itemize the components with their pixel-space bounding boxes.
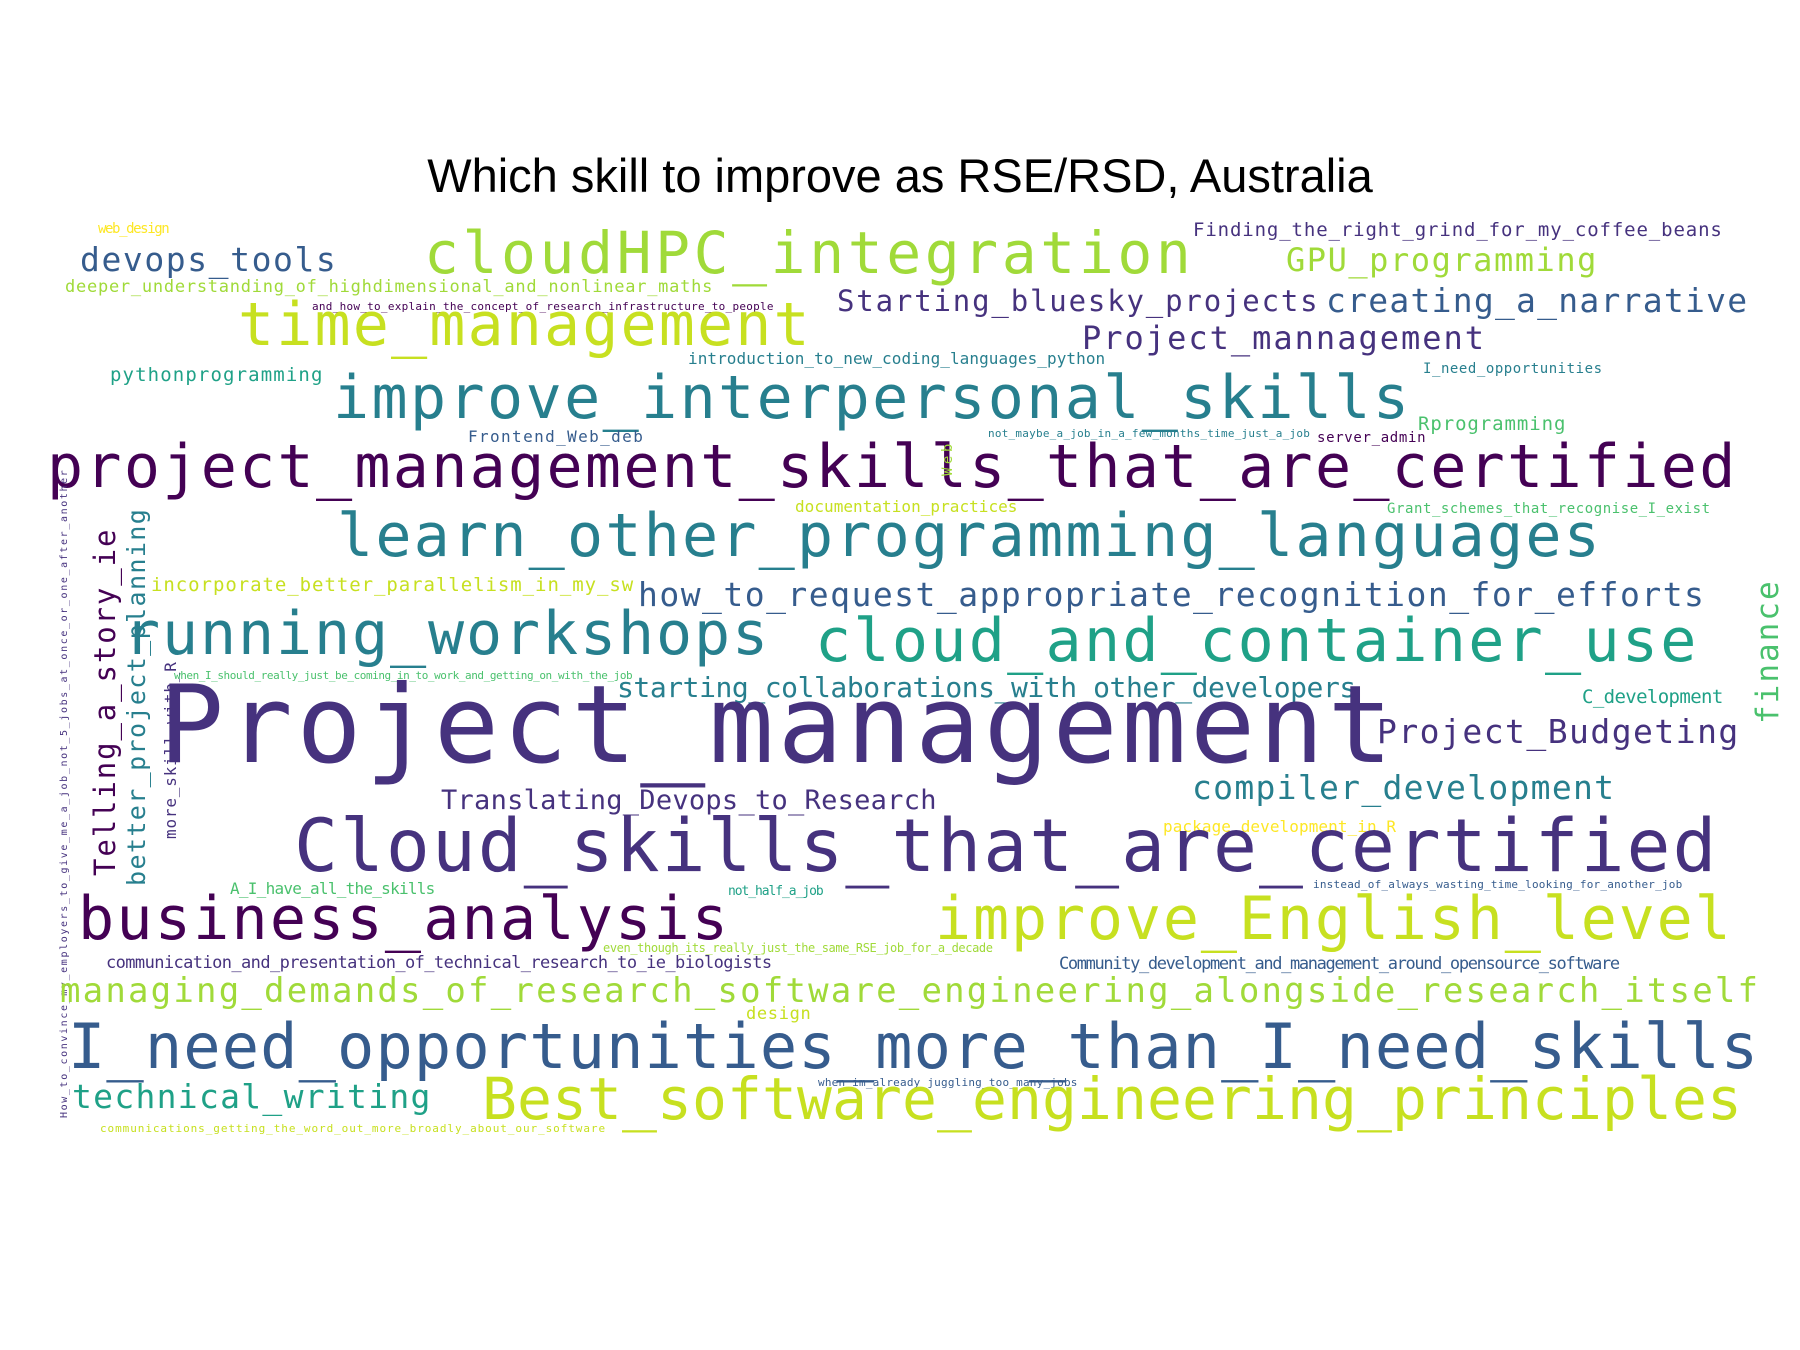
word: project_management_skills_that_are_certi… [47,432,1738,502]
word: Project_Budgeting [1377,712,1740,751]
word: instead_of_always_wasting_time_looking_f… [1313,878,1683,891]
word: compiler_development [1192,768,1616,807]
word: when_im_already_juggling_too_many_jobs [818,1076,1078,1089]
word: server_admin [1317,430,1427,446]
word: Project_mannagement [1082,319,1487,357]
word: when_I_should_really_just_be_coming_in_t… [174,669,633,682]
word: cloudHPC_integration [424,219,1195,287]
word: design [746,1004,812,1024]
word: Grant_schemes_that_recognise_I_exist [1387,501,1711,517]
word: pythonprogramming [110,364,324,386]
word: Project_management [159,663,1397,788]
word: incorporate_better_parallelism_in_my_sw [151,574,635,596]
word: Telling_a_story_ie [88,527,122,876]
word: Web [940,440,956,476]
word: Translating_Devops_to_Research [441,785,937,816]
word: C_development [1582,686,1723,708]
word: documentation_practices [795,497,1018,516]
word: cloud_and_container_use [815,606,1699,676]
word: business_analysis [78,884,731,954]
word: technical_writing [72,1077,432,1116]
chart-title: Which skill to improve as RSE/RSD, Austr… [427,149,1373,202]
word: better_project_planning [122,507,151,886]
word: time_management [238,290,812,360]
word: GPU_programming [1286,241,1598,279]
word: starting_collaborations_with_other_devel… [617,671,1356,704]
word: Rprogramming [1418,413,1567,435]
word: running_workshops [124,599,771,669]
word: even_though_its_really_just_the_same_RSE… [603,941,993,955]
word: communication_and_presentation_of_techni… [106,953,772,973]
word: Best_software_engineering_principles [482,1065,1742,1133]
word: A_I_have_all_the_skills [230,879,435,898]
word: improve_interpersonal_skills [333,363,1412,433]
word: improve_English_level [935,884,1733,954]
word: not_half_a_job [728,884,824,899]
word: web_design [98,221,170,237]
word: creating_a_narrative [1326,281,1749,320]
word: Finding_the_right_grind_for_my_coffee_be… [1193,219,1723,241]
word: communications_getting_the_word_out_more… [100,1122,607,1135]
word: introduction_to_new_coding_languages_pyt… [688,349,1106,368]
word: not_maybe_a_job_in_a_few_months_time_jus… [988,427,1311,440]
word: I_need_opportunities_more_than_I_need_sk… [68,1010,1760,1083]
word: Starting_bluesky_projects [837,284,1320,318]
word: package_development_in_R [1163,817,1397,836]
word: finance [1750,579,1786,724]
word: and_how_to_explain_the_concept_of_resear… [312,300,774,313]
word: Cloud_skills_that_are_certified [294,804,1719,889]
word: deeper_understanding_of_highdimensional_… [65,277,714,297]
word: managing_demands_of_research_software_en… [60,971,1761,1011]
word: how_to_request_appropriate_recognition_f… [638,575,1706,614]
word: Frontend_Web_deb [468,427,645,446]
word: learn_other_programming_languages [337,501,1602,571]
word: I_need_opportunities [1423,361,1603,377]
word: devops_tools [80,240,338,279]
word: Community_development_and_management_aro… [1059,954,1620,974]
